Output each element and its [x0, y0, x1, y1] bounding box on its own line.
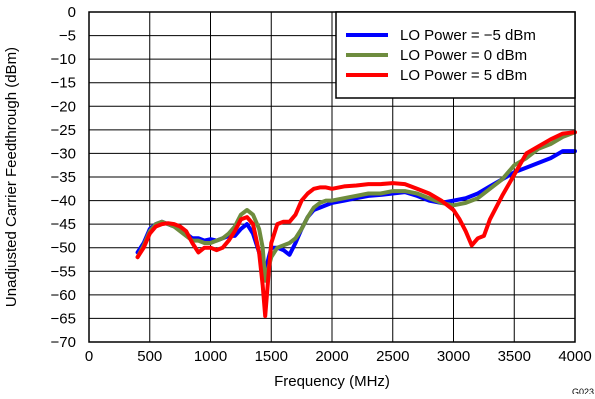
legend-label-1: LO Power = −5 dBm [400, 27, 536, 44]
y-tick-label: −35 [51, 169, 76, 186]
x-tick-label: 500 [137, 348, 162, 365]
y-tick-label: −45 [51, 216, 76, 233]
y-tick-label: −55 [51, 263, 76, 280]
y-tick-label: −10 [51, 51, 76, 68]
legend-label-2: LO Power = 0 dBm [400, 47, 527, 64]
figure-id: G023 [572, 387, 594, 394]
x-tick-label: 2500 [376, 348, 409, 365]
x-tick-label: 2000 [315, 348, 348, 365]
legend: LO Power = −5 dBm LO Power = 0 dBm LO Powe… [335, 11, 576, 99]
y-tick-label: −20 [51, 98, 76, 115]
x-tick-label: 1500 [255, 348, 288, 365]
y-axis-title: Unadjusted Carrier Feedthrough (dBm) [3, 47, 20, 307]
plot-frame [88, 11, 576, 343]
legend-label-3: LO Power = 5 dBm [400, 67, 527, 84]
y-tick-label: −5 [59, 28, 76, 45]
y-tick-labels: 0 −5 −10 −15 −20 −25 −30 −35 −40 −45 −50 −55 −60 −65 −… [51, 4, 76, 351]
x-tick-label: 3000 [437, 348, 470, 365]
x-tick-label: 0 [85, 348, 93, 365]
y-tick-label: −30 [51, 145, 76, 162]
x-tick-labels: 0 500 1000 1500 2000 2500 3000 3500 4000 [85, 348, 592, 365]
y-tick-label: −25 [51, 122, 76, 139]
series-line-2 [135, 130, 577, 283]
x-tick-label: 3500 [498, 348, 531, 365]
y-tick-label: −50 [51, 240, 76, 257]
x-tick-label: 4000 [558, 348, 591, 365]
y-tick-label: −15 [51, 75, 76, 92]
y-tick-label: −65 [51, 310, 76, 327]
y-tick-label: −40 [51, 193, 76, 210]
y-tick-label: −60 [51, 287, 76, 304]
x-tick-label: 1000 [194, 348, 227, 365]
y-tick-label: 0 [68, 4, 76, 21]
y-tick-label: −70 [51, 334, 76, 351]
grid-layer [88, 11, 576, 343]
x-axis-title: Frequency (MHz) [274, 373, 390, 390]
series-line-3 [135, 130, 577, 319]
series-layer [135, 130, 577, 319]
